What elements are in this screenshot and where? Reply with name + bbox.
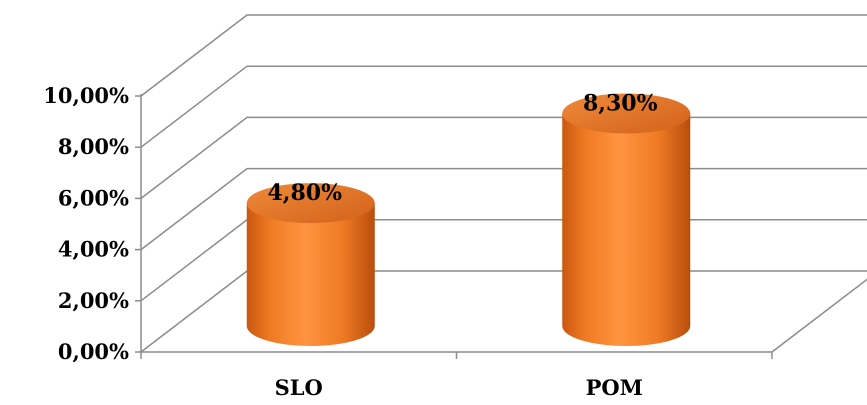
y-tick-label: 8,00% [58,134,129,159]
bar-body [246,203,375,347]
data-label: 8,30% [583,91,658,117]
y-tick-label: 6,00% [58,185,129,210]
bars-layer [246,93,691,347]
labels-layer: 0,00% 2,00% 4,00% 6,00% 8,00% 10,00% 4,80% SLO 8… [43,83,657,400]
y-tick-label: 0,00% [58,339,129,364]
y-tick-label: 2,00% [58,288,129,313]
axis-layer [135,94,867,359]
bar-slo [246,183,375,347]
gridline [140,65,867,148]
y-tick-label: 10,00% [43,83,129,108]
bar-top [562,93,691,134]
bar-top [246,183,375,224]
bar-pom [562,93,691,347]
gridline [140,116,867,199]
category-label: POM [586,375,643,400]
data-label: 4,80% [268,180,343,206]
gridline [140,14,867,97]
bar-body [562,113,691,347]
floor-edge [771,278,867,353]
category-label: SLO [275,375,323,400]
y-tick-label: 4,00% [58,237,129,262]
